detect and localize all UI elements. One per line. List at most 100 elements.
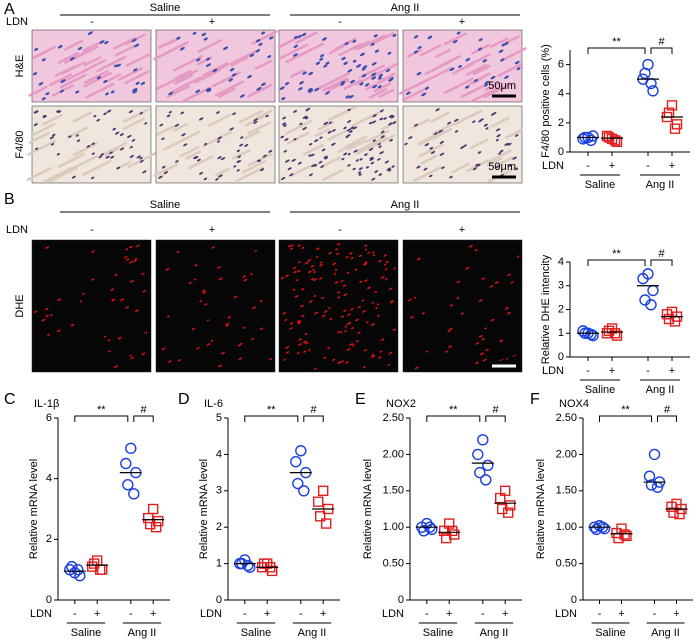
cell-nucleus bbox=[129, 245, 133, 249]
cell-nucleus bbox=[337, 296, 341, 299]
group-label: Saline bbox=[150, 2, 181, 14]
significance-bracket bbox=[599, 415, 652, 422]
cell-nucleus bbox=[285, 346, 290, 349]
data-point bbox=[585, 134, 597, 147]
group-label: Saline bbox=[585, 179, 616, 191]
cell-nucleus bbox=[303, 340, 307, 344]
cell-nucleus bbox=[125, 306, 130, 309]
scale-bar-label: 50μm bbox=[488, 350, 516, 362]
cell-nucleus bbox=[314, 87, 320, 92]
cell-nucleus bbox=[482, 59, 487, 63]
y-tick-label: 0 bbox=[216, 594, 222, 606]
cell-nucleus bbox=[135, 81, 140, 85]
y-axis-label: F4/80 positive cells (%) bbox=[540, 44, 552, 158]
cell-nucleus bbox=[296, 352, 300, 355]
cell-nucleus bbox=[512, 156, 517, 160]
cell-nucleus bbox=[324, 156, 328, 160]
cell-nucleus bbox=[313, 278, 317, 282]
data-point bbox=[645, 479, 658, 491]
significance-bracket bbox=[426, 415, 481, 422]
cell-nucleus bbox=[159, 123, 164, 127]
cell-nucleus bbox=[310, 153, 315, 157]
y-tick-label: 1.00 bbox=[383, 521, 404, 533]
cell-nucleus bbox=[311, 164, 316, 168]
cell-nucleus bbox=[265, 114, 269, 118]
cell-nucleus bbox=[303, 350, 307, 353]
tissue-fiber bbox=[26, 166, 52, 181]
cell-nucleus bbox=[339, 331, 343, 334]
tissue-fiber bbox=[80, 59, 107, 74]
cell-nucleus bbox=[47, 333, 51, 336]
cell-nucleus bbox=[393, 267, 396, 270]
cell-nucleus bbox=[363, 349, 367, 352]
cell-nucleus bbox=[485, 127, 489, 130]
tissue-fiber bbox=[343, 79, 362, 90]
tissue-fiber bbox=[197, 39, 223, 53]
cell-nucleus bbox=[103, 112, 107, 116]
cell-nucleus bbox=[469, 245, 473, 248]
tissue-fiber bbox=[277, 34, 303, 49]
cell-nucleus bbox=[168, 91, 174, 96]
cell-nucleus bbox=[324, 91, 330, 95]
group-label: Ang II bbox=[646, 384, 675, 396]
cell-nucleus bbox=[168, 360, 172, 363]
panel-letter: B bbox=[4, 191, 15, 208]
tissue-fiber bbox=[505, 128, 523, 139]
cell-nucleus bbox=[177, 359, 182, 362]
cell-nucleus bbox=[111, 298, 116, 302]
cell-nucleus bbox=[358, 167, 363, 171]
cell-nucleus bbox=[408, 136, 413, 140]
row-label: DHE bbox=[14, 294, 26, 317]
tissue-fiber bbox=[172, 123, 188, 132]
cell-nucleus bbox=[496, 128, 501, 132]
cell-nucleus bbox=[328, 121, 332, 124]
cell-nucleus bbox=[279, 86, 285, 90]
cell-nucleus bbox=[144, 122, 148, 125]
cell-nucleus bbox=[343, 152, 348, 156]
cell-nucleus bbox=[323, 155, 328, 159]
cell-nucleus bbox=[292, 266, 296, 270]
cell-nucleus bbox=[323, 64, 328, 68]
cell-nucleus bbox=[217, 140, 221, 143]
cell-nucleus bbox=[405, 91, 411, 95]
cell-nucleus bbox=[347, 164, 351, 167]
cell-nucleus bbox=[370, 42, 375, 46]
cell-nucleus bbox=[261, 31, 266, 35]
tissue-fiber bbox=[59, 73, 87, 89]
cell-nucleus bbox=[355, 318, 359, 322]
cell-nucleus bbox=[260, 82, 266, 87]
cell-nucleus bbox=[293, 53, 298, 57]
cell-nucleus bbox=[387, 51, 392, 55]
cell-nucleus bbox=[297, 34, 302, 39]
y-tick-label: 2.00 bbox=[383, 448, 404, 460]
cell-nucleus bbox=[355, 159, 359, 162]
cell-nucleus bbox=[293, 44, 298, 48]
cell-nucleus bbox=[385, 277, 388, 280]
cell-nucleus bbox=[198, 117, 204, 121]
y-tick-label: 4 bbox=[558, 256, 564, 268]
cell-nucleus bbox=[370, 161, 375, 165]
y-axis-label: Relative mRNA level bbox=[362, 459, 374, 559]
cell-nucleus bbox=[313, 295, 317, 298]
cell-nucleus bbox=[371, 353, 375, 356]
tissue-fiber bbox=[338, 42, 363, 57]
tissue-fiber bbox=[206, 63, 230, 76]
cell-nucleus bbox=[460, 146, 465, 149]
y-axis-label: Relative mRNA level bbox=[535, 459, 547, 559]
cell-nucleus bbox=[79, 300, 83, 303]
cell-nucleus bbox=[41, 58, 46, 62]
cell-nucleus bbox=[293, 110, 298, 113]
data-point bbox=[472, 448, 484, 461]
cell-nucleus bbox=[304, 116, 309, 120]
tissue-fiber bbox=[125, 52, 152, 67]
cell-nucleus bbox=[114, 131, 120, 135]
data-point bbox=[150, 522, 162, 533]
tissue-fiber bbox=[351, 111, 380, 127]
cell-nucleus bbox=[203, 37, 208, 41]
x-tick-label: + bbox=[502, 608, 508, 620]
cell-nucleus bbox=[199, 300, 203, 303]
cell-nucleus bbox=[501, 43, 506, 47]
y-axis-label: Relative mRNA level bbox=[28, 459, 40, 559]
cell-nucleus bbox=[347, 69, 353, 73]
cell-nucleus bbox=[341, 56, 346, 61]
